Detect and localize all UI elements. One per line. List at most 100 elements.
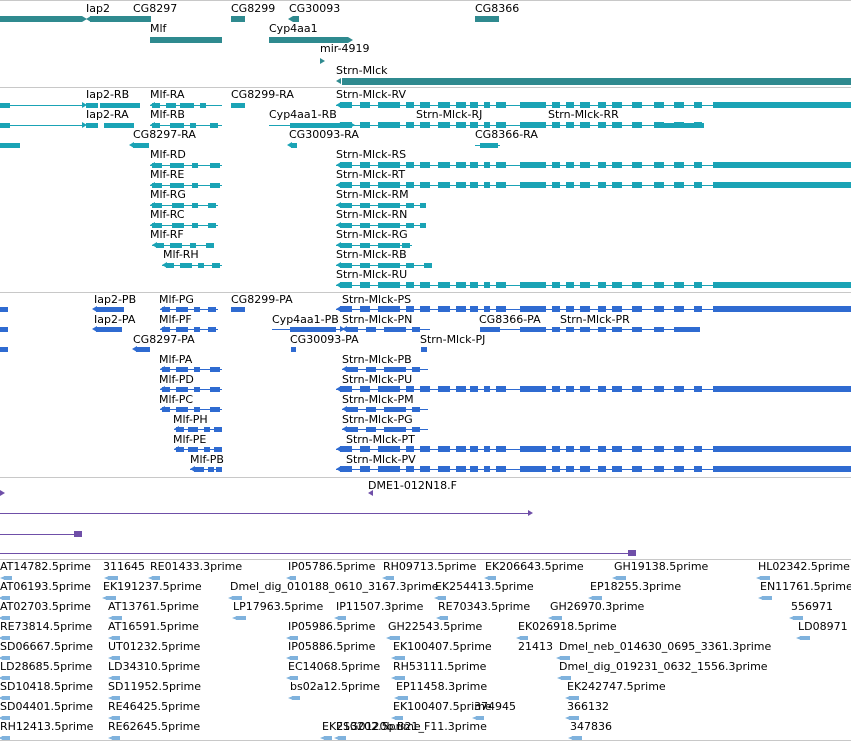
transcript-strn-ru-exon[interactable]	[566, 282, 574, 288]
protein-strn-pu-exon[interactable]	[438, 386, 450, 392]
protein-mlf-pc-intron[interactable]	[160, 409, 222, 410]
est-strand-arrow[interactable]	[286, 655, 291, 660]
est-feature[interactable]	[290, 656, 298, 660]
transcript-strn-ru-exon[interactable]	[552, 282, 560, 288]
protein-mlf-pg-exon[interactable]	[194, 307, 200, 312]
protein-exon[interactable]	[96, 327, 122, 332]
transcript-mlf-re-exon[interactable]	[152, 183, 162, 188]
transcript-strn-rt-exon[interactable]	[406, 182, 414, 188]
transcript-exon[interactable]	[340, 223, 352, 228]
protein-mlf-pa-exon[interactable]	[176, 367, 188, 372]
transcript-strn-rj-exon[interactable]	[654, 122, 664, 128]
protein-exon[interactable]	[366, 327, 376, 332]
transcript-strn-rs-exon[interactable]	[520, 162, 546, 168]
transcript-exon[interactable]	[378, 203, 400, 208]
transcript-strn-rv-exon[interactable]	[496, 102, 506, 108]
protein-strn-ps-exon[interactable]	[552, 306, 560, 312]
transcript-label[interactable]: Mlf-RC	[150, 208, 185, 221]
protein-exon[interactable]	[0, 347, 8, 352]
est-feature[interactable]	[112, 716, 120, 720]
transcript-exon[interactable]	[360, 243, 370, 248]
protein-strn-pv-exon[interactable]	[456, 466, 466, 472]
gene-label[interactable]: Mlf	[150, 22, 167, 35]
transcript-mlf-rg-exon[interactable]	[208, 203, 216, 208]
protein-strn-pt-exon[interactable]	[713, 446, 851, 452]
est-feature[interactable]	[520, 636, 528, 640]
est-strand-arrow[interactable]	[557, 675, 562, 680]
est-label[interactable]: SD10418.5prime	[0, 680, 93, 693]
protein-label[interactable]: Mlf-PH	[173, 413, 208, 426]
est-strand-arrow[interactable]	[232, 615, 237, 620]
est-strand-arrow[interactable]	[334, 735, 339, 740]
transcript-label[interactable]: Mlf-RD	[150, 148, 186, 161]
protein-exon[interactable]	[384, 367, 406, 372]
transcript-strn-rs-exon[interactable]	[580, 162, 590, 168]
est-feature[interactable]	[108, 576, 118, 580]
transcript-mlf-rf-exon[interactable]	[156, 243, 164, 248]
est-feature[interactable]	[338, 616, 346, 620]
transcript-strand-arrow[interactable]	[336, 222, 341, 228]
protein-mlf-pf-exon[interactable]	[162, 327, 170, 332]
est-label[interactable]: 311645	[103, 560, 145, 573]
gene-label[interactable]: CG8299	[231, 2, 276, 15]
est-strand-arrow[interactable]	[228, 595, 233, 600]
est-strand-arrow[interactable]	[286, 635, 291, 640]
protein-exon[interactable]	[566, 327, 574, 332]
transcript-exon[interactable]	[291, 143, 297, 148]
est-strand-arrow[interactable]	[108, 615, 113, 620]
transcript-strn-ru-exon[interactable]	[654, 282, 664, 288]
protein-strn-ps-exon[interactable]	[496, 306, 506, 312]
transcript-strn-rt-exon[interactable]	[484, 182, 490, 188]
protein-strn-ps-exon[interactable]	[520, 306, 546, 312]
est-strand-arrow[interactable]	[484, 575, 489, 580]
transcript-strn-rt-exon[interactable]	[654, 182, 664, 188]
est-feature[interactable]	[395, 656, 405, 660]
protein-mlf-pg-intron[interactable]	[160, 309, 218, 310]
protein-strn-pt-exon[interactable]	[674, 446, 684, 452]
transcript-exon[interactable]	[378, 263, 400, 268]
transcript-mlf-rb-exon[interactable]	[152, 123, 160, 128]
protein-mlf-pg-exon[interactable]	[176, 307, 188, 312]
est-label[interactable]: RH53111.5prime	[393, 660, 487, 673]
transcript-mlf-rd-exon[interactable]	[192, 163, 198, 168]
transcript-strn-rv-exon[interactable]	[674, 102, 684, 108]
protein-strn-pu-exon[interactable]	[378, 386, 400, 392]
est-strand-arrow[interactable]	[288, 695, 293, 700]
transcript-label[interactable]: CG8366-RA	[475, 128, 538, 141]
transcript-exon[interactable]	[406, 223, 414, 228]
est-strand-arrow[interactable]	[758, 595, 763, 600]
protein-mlf-pe-exon[interactable]	[188, 447, 198, 452]
transcript-strn-rv-exon[interactable]	[654, 102, 664, 108]
protein-label[interactable]: Mlf-PE	[173, 433, 207, 446]
transcript-strn-ru-exon[interactable]	[340, 282, 352, 288]
transcript-strn-ru-exon[interactable]	[580, 282, 590, 288]
transcript-label[interactable]: Strn-Mlck-RG	[336, 228, 408, 241]
est-strand-arrow[interactable]	[108, 715, 113, 720]
transcript-mlf-rg-exon[interactable]	[152, 203, 162, 208]
protein-strn-pu-exon[interactable]	[713, 386, 851, 392]
protein-label[interactable]: CG30093-PA	[290, 333, 359, 346]
protein-strn-pv-exon[interactable]	[713, 466, 851, 472]
transcript-intron[interactable]	[10, 125, 82, 126]
transcript-strn-rj-exon[interactable]	[598, 122, 606, 128]
est-label[interactable]: GH19138.5prime	[614, 560, 709, 573]
gene-label[interactable]: CG8366	[475, 2, 520, 15]
transcript-strn-rj-exon[interactable]	[496, 122, 506, 128]
protein-strn-ps-exon[interactable]	[612, 306, 622, 312]
protein-mlf-pb-intron[interactable]	[190, 469, 222, 470]
protein-intron[interactable]	[480, 329, 700, 330]
protein-mlf-ph-exon[interactable]	[188, 427, 198, 432]
est-feature[interactable]	[112, 656, 120, 660]
transcript-strn-rj-exon[interactable]	[360, 122, 370, 128]
transcript-strn-rs-exon[interactable]	[456, 162, 466, 168]
transcript-mlf-re-exon[interactable]	[210, 183, 220, 188]
protein-label[interactable]: Iap2-PA	[94, 313, 136, 326]
transcript-mlf-ra-exon[interactable]	[180, 103, 194, 108]
est-label[interactable]: EN11761.5prime	[760, 580, 851, 593]
protein-exon[interactable]	[346, 407, 358, 412]
transcript-exon[interactable]	[0, 123, 10, 128]
est-label[interactable]: Dmel_dig_019231_0632_1556.3prime	[559, 660, 768, 673]
est-feature[interactable]	[2, 676, 10, 680]
est-feature[interactable]	[762, 596, 772, 600]
protein-strn-pu-exon[interactable]	[456, 386, 466, 392]
